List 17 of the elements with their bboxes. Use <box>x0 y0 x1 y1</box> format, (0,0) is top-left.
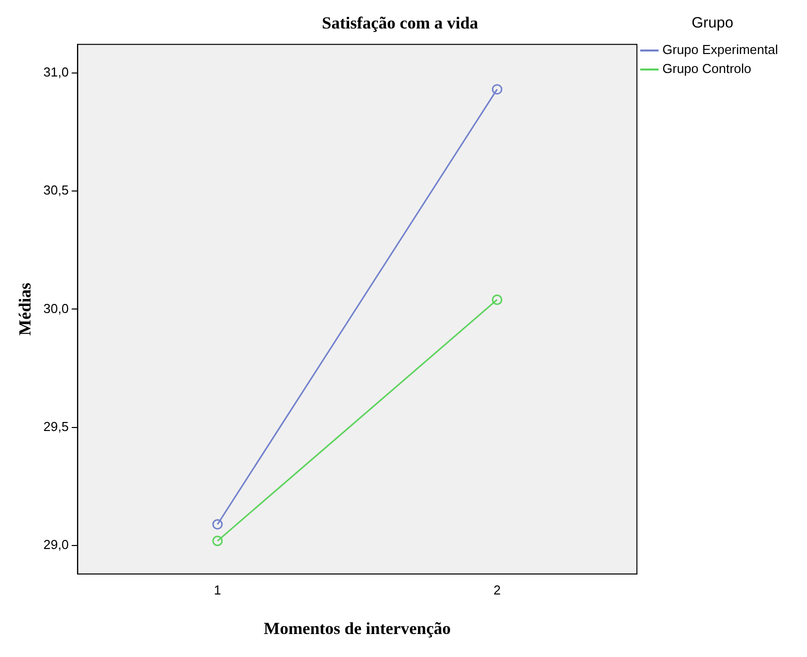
point <box>492 294 502 305</box>
y-tick-label: 30,5 <box>43 182 69 198</box>
legend-label: Grupo Controlo <box>662 61 752 76</box>
x-tick-label: 2 <box>493 582 501 598</box>
y-tick-label: 30,0 <box>43 300 69 316</box>
chart-title: Satisfação com a vida <box>322 14 479 33</box>
y-tick-label: 29,5 <box>43 418 69 434</box>
x-tick-label: 1 <box>214 582 222 598</box>
point <box>212 519 223 530</box>
point <box>492 84 502 95</box>
legend-title: Grupo <box>692 14 734 32</box>
x-axis-title: Momentos de intervenção <box>264 619 451 638</box>
y-tick-label: 29,0 <box>43 537 69 552</box>
y-tick-label: 31,0 <box>43 64 69 80</box>
y-axis-title: Médias <box>16 282 35 336</box>
point <box>212 536 223 546</box>
legend-label: Grupo Experimental <box>662 42 778 58</box>
